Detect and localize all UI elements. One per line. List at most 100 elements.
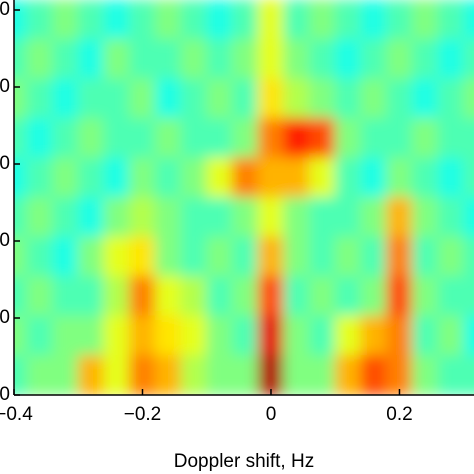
heatmap-cell	[411, 355, 439, 395]
heatmap-cell	[437, 197, 465, 238]
heatmap-cell	[334, 355, 362, 395]
x-tick-label: −0.2	[124, 404, 162, 425]
heatmap-cell	[231, 315, 259, 356]
heatmap-cell	[411, 315, 439, 356]
heatmap-cell	[334, 315, 362, 356]
heatmap-cell	[334, 157, 362, 198]
heatmap-cell	[26, 78, 54, 119]
heatmap-cell	[386, 118, 413, 159]
heatmap-cell	[206, 355, 233, 395]
heatmap-cell	[283, 315, 311, 356]
y-tick-label: 0	[0, 0, 10, 20]
heatmap-cell	[180, 118, 208, 159]
heatmap-cell	[386, 0, 413, 40]
heatmap-cell	[103, 157, 131, 198]
heatmap-cell	[360, 315, 388, 356]
heatmap-cell	[103, 236, 131, 277]
heatmap-cell	[437, 157, 465, 198]
heatmap-cell	[14, 236, 28, 277]
heatmap-cell	[360, 39, 388, 80]
heatmap-cell	[463, 118, 474, 159]
heatmap-cell	[52, 118, 79, 159]
heatmap-cell	[463, 0, 474, 40]
heatmap-cell	[129, 78, 156, 119]
x-tick-label: −0.4	[0, 404, 33, 425]
heatmap-cell	[154, 157, 182, 198]
heatmap-cell	[206, 315, 233, 356]
heatmap-cell	[231, 276, 259, 317]
heatmap-cell	[103, 197, 131, 238]
heatmap-cell	[77, 197, 105, 238]
heatmap-cell	[52, 315, 79, 356]
heatmap-cell	[257, 157, 285, 198]
heatmap-cell	[129, 276, 156, 317]
heatmap-cell	[26, 276, 54, 317]
heatmap-cell	[309, 236, 336, 277]
heatmap-cell	[26, 236, 54, 277]
heatmap-cell	[77, 0, 105, 40]
heatmap-cell	[257, 197, 285, 238]
heatmap-cell	[231, 157, 259, 198]
heatmap-cell	[283, 157, 311, 198]
heatmap-cell	[360, 118, 388, 159]
heatmap-cell	[309, 78, 336, 119]
heatmap-cell	[154, 276, 182, 317]
heatmap-cell	[283, 78, 311, 119]
heatmap-cell	[437, 315, 465, 356]
heatmap-cell	[463, 355, 474, 395]
heatmap-cell	[231, 355, 259, 395]
heatmap-cell	[129, 0, 156, 40]
heatmap-cell	[463, 276, 474, 317]
heatmap-cell	[411, 39, 439, 80]
heatmap-cell	[283, 355, 311, 395]
heatmap-cell	[206, 0, 233, 40]
heatmap-cells	[14, 0, 474, 395]
heatmap-cell	[103, 78, 131, 119]
heatmap-cell	[283, 118, 311, 159]
y-tick-label: 0	[0, 384, 10, 405]
heatmap-cell	[309, 118, 336, 159]
heatmap-cell	[206, 118, 233, 159]
heatmap-cell	[386, 276, 413, 317]
heatmap-cell	[283, 39, 311, 80]
heatmap-cell	[360, 276, 388, 317]
heatmap-cell	[360, 157, 388, 198]
heatmap-cell	[154, 118, 182, 159]
heatmap-cell	[14, 157, 28, 198]
heatmap-cell	[437, 236, 465, 277]
y-tick-label: 0	[0, 230, 10, 251]
heatmap-cell	[180, 236, 208, 277]
heatmap-cell	[411, 78, 439, 119]
heatmap-cell	[129, 236, 156, 277]
heatmap-cell	[129, 355, 156, 395]
heatmap-cell	[257, 236, 285, 277]
heatmap-cell	[283, 276, 311, 317]
heatmap	[14, 0, 474, 395]
heatmap-cell	[386, 236, 413, 277]
heatmap-cell	[437, 355, 465, 395]
heatmap-cell	[14, 78, 28, 119]
heatmap-cell	[334, 197, 362, 238]
heatmap-cell	[231, 236, 259, 277]
heatmap-cell	[334, 118, 362, 159]
heatmap-cell	[386, 39, 413, 80]
heatmap-cell	[103, 118, 131, 159]
heatmap-cell	[52, 78, 79, 119]
heatmap-cell	[77, 157, 105, 198]
heatmap-cell	[411, 236, 439, 277]
heatmap-cell	[437, 276, 465, 317]
heatmap-cell	[463, 39, 474, 80]
heatmap-cell	[257, 355, 285, 395]
heatmap-cell	[411, 276, 439, 317]
heatmap-cell	[180, 39, 208, 80]
heatmap-cell	[103, 355, 131, 395]
heatmap-cell	[463, 197, 474, 238]
heatmap-cell	[180, 315, 208, 356]
heatmap-cell	[309, 157, 336, 198]
heatmap-cell	[309, 197, 336, 238]
heatmap-cell	[411, 118, 439, 159]
heatmap-cell	[463, 236, 474, 277]
heatmap-cell	[334, 0, 362, 40]
heatmap-cell	[77, 355, 105, 395]
